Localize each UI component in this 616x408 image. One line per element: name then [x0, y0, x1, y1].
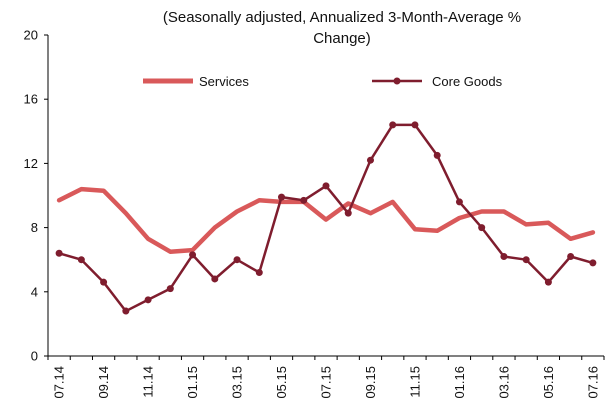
series-line-services — [56, 186, 596, 254]
x-tick-label: 07.14 — [52, 366, 67, 399]
data-point-core-goods — [77, 256, 85, 264]
data-point-core-goods — [255, 269, 263, 277]
y-tick-label: 20 — [24, 28, 38, 43]
data-point-core-goods — [522, 256, 530, 264]
y-tick-label: 12 — [24, 156, 38, 171]
x-tick-label: 07.16 — [585, 366, 600, 399]
legend: Services Core Goods — [143, 74, 503, 89]
y-tick-label: 8 — [31, 220, 38, 235]
data-point-core-goods — [344, 209, 352, 217]
x-tick-label: 09.15 — [363, 366, 378, 399]
data-point-core-goods — [411, 121, 419, 129]
data-point-core-goods — [144, 296, 152, 304]
data-point-core-goods — [366, 156, 374, 164]
data-point-core-goods — [322, 182, 330, 190]
data-point-core-goods — [478, 224, 486, 232]
data-point-core-goods — [166, 285, 174, 293]
legend-label-services: Services — [199, 74, 249, 89]
data-point-core-goods — [589, 259, 597, 267]
chart-title-line-2: Change) — [313, 30, 371, 47]
x-tick-label: 09.14 — [96, 366, 111, 399]
y-tick-label: 16 — [24, 92, 38, 107]
data-point-core-goods — [55, 249, 63, 257]
x-tick-label: 05.16 — [541, 366, 556, 399]
x-tick-label: 07.15 — [319, 366, 334, 399]
legend-label-core-goods: Core Goods — [432, 74, 503, 89]
data-point-core-goods — [189, 251, 197, 259]
data-point-core-goods — [567, 252, 575, 260]
y-tick-label: 0 — [31, 349, 38, 364]
chart-title-line-1: (Seasonally adjusted, Annualized 3-Month… — [163, 9, 521, 26]
x-tick-label: 11.15 — [407, 366, 422, 398]
y-ticks: 0 4 8 12 16 20 — [24, 28, 48, 364]
data-point-core-goods — [433, 151, 441, 159]
data-point-core-goods — [211, 275, 219, 283]
data-point-core-goods — [389, 121, 397, 129]
x-tick-label: 05.15 — [274, 366, 289, 399]
legend-marker-core-goods — [393, 77, 401, 85]
x-tick-label: 03.16 — [496, 366, 511, 399]
x-tick-label: 01.15 — [185, 366, 200, 399]
series-layer — [55, 121, 597, 315]
data-point-core-goods — [278, 193, 286, 201]
data-point-core-goods — [455, 198, 463, 206]
x-ticks: 07.14 09.14 11.14 01.15 03.15 05.15 07.15 09.15… — [47, 356, 605, 399]
y-tick-label: 4 — [31, 284, 38, 299]
data-point-core-goods — [500, 252, 508, 260]
data-point-core-goods — [100, 278, 108, 286]
x-tick-label: 11.14 — [141, 366, 156, 398]
data-point-core-goods — [122, 307, 130, 315]
x-tick-label: 01.16 — [452, 366, 467, 399]
data-point-core-goods — [233, 256, 241, 264]
data-point-core-goods — [300, 196, 308, 204]
x-tick-label: 03.15 — [230, 366, 245, 399]
data-point-core-goods — [544, 278, 552, 286]
